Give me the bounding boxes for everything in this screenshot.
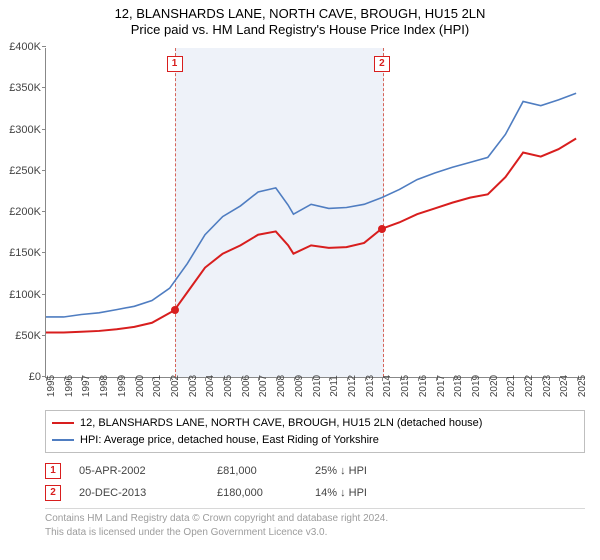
- x-tick-label: 2017: [436, 375, 447, 397]
- footer-line2: This data is licensed under the Open Gov…: [45, 526, 585, 540]
- x-tick-label: 2010: [312, 375, 323, 397]
- y-tick-label: £300K: [1, 124, 41, 136]
- sale-date: 05-APR-2002: [79, 465, 199, 477]
- divider: [45, 508, 585, 509]
- sale-row: 2 20-DEC-2013 £180,000 14% ↓ HPI: [45, 482, 585, 504]
- legend-label: HPI: Average price, detached house, East…: [80, 432, 379, 449]
- sale-row-marker: 1: [45, 463, 61, 479]
- x-tick-label: 1996: [64, 375, 75, 397]
- sale-dot: [378, 225, 386, 233]
- x-tick-label: 2003: [188, 375, 199, 397]
- legend-item: HPI: Average price, detached house, East…: [52, 432, 578, 449]
- title-line1: 12, BLANSHARDS LANE, NORTH CAVE, BROUGH,…: [0, 6, 600, 22]
- x-tick-label: 2005: [223, 375, 234, 397]
- title-line2: Price paid vs. HM Land Registry's House …: [0, 22, 600, 38]
- x-tick-label: 2021: [506, 375, 517, 397]
- footer-attribution: Contains HM Land Registry data © Crown c…: [45, 512, 585, 539]
- plot-area: £0£50K£100K£150K£200K£250K£300K£350K£400…: [45, 48, 585, 378]
- x-tick-label: 1997: [81, 375, 92, 397]
- footer-line1: Contains HM Land Registry data © Crown c…: [45, 512, 585, 526]
- y-tick-label: £250K: [1, 165, 41, 177]
- price-chart: £0£50K£100K£150K£200K£250K£300K£350K£400…: [45, 48, 585, 378]
- y-tick-label: £100K: [1, 289, 41, 301]
- x-tick-label: 1995: [46, 375, 57, 397]
- sale-marker-box: 1: [167, 56, 183, 72]
- sale-dot: [171, 306, 179, 314]
- x-tick-label: 1999: [117, 375, 128, 397]
- x-tick-label: 2022: [524, 375, 535, 397]
- sale-row-marker: 2: [45, 485, 61, 501]
- x-tick-label: 2002: [170, 375, 181, 397]
- y-tick-label: £200K: [1, 206, 41, 218]
- sale-date: 20-DEC-2013: [79, 487, 199, 499]
- x-tick-label: 2000: [135, 375, 146, 397]
- y-tick-label: £50K: [1, 330, 41, 342]
- x-tick-label: 2001: [152, 375, 163, 397]
- x-tick-label: 2012: [347, 375, 358, 397]
- x-tick-label: 2004: [205, 375, 216, 397]
- x-tick-label: 2025: [577, 375, 588, 397]
- legend-label: 12, BLANSHARDS LANE, NORTH CAVE, BROUGH,…: [80, 415, 482, 432]
- chart-lines: [46, 48, 585, 377]
- x-tick-label: 2024: [559, 375, 570, 397]
- sales-table: 1 05-APR-2002 £81,000 25% ↓ HPI 2 20-DEC-2013…: [45, 460, 585, 504]
- x-tick-label: 2023: [542, 375, 553, 397]
- y-tick-label: £150K: [1, 247, 41, 259]
- legend-swatch: [52, 422, 74, 424]
- sale-marker-box: 2: [374, 56, 390, 72]
- sale-price: £81,000: [217, 465, 297, 477]
- x-tick-label: 2009: [294, 375, 305, 397]
- x-tick-label: 2020: [489, 375, 500, 397]
- x-tick-label: 2008: [276, 375, 287, 397]
- x-tick-label: 2016: [418, 375, 429, 397]
- series-hpi: [46, 93, 576, 317]
- x-tick-label: 1998: [99, 375, 110, 397]
- sale-price: £180,000: [217, 487, 297, 499]
- chart-title-block: 12, BLANSHARDS LANE, NORTH CAVE, BROUGH,…: [0, 0, 600, 39]
- y-tick-label: £350K: [1, 82, 41, 94]
- x-tick-label: 2014: [382, 375, 393, 397]
- x-tick-label: 2015: [400, 375, 411, 397]
- sale-row: 1 05-APR-2002 £81,000 25% ↓ HPI: [45, 460, 585, 482]
- sale-diff: 14% ↓ HPI: [315, 487, 367, 499]
- chart-legend: 12, BLANSHARDS LANE, NORTH CAVE, BROUGH,…: [45, 410, 585, 453]
- x-tick-label: 2019: [471, 375, 482, 397]
- x-tick-label: 2018: [453, 375, 464, 397]
- y-tick-label: £400K: [1, 41, 41, 53]
- sale-diff: 25% ↓ HPI: [315, 465, 367, 477]
- x-tick-label: 2011: [329, 375, 340, 397]
- x-tick-label: 2013: [365, 375, 376, 397]
- x-tick-label: 2006: [241, 375, 252, 397]
- legend-item: 12, BLANSHARDS LANE, NORTH CAVE, BROUGH,…: [52, 415, 578, 432]
- x-tick-label: 2007: [258, 375, 269, 397]
- series-property: [46, 139, 576, 333]
- y-tick-label: £0: [1, 371, 41, 383]
- legend-swatch: [52, 439, 74, 441]
